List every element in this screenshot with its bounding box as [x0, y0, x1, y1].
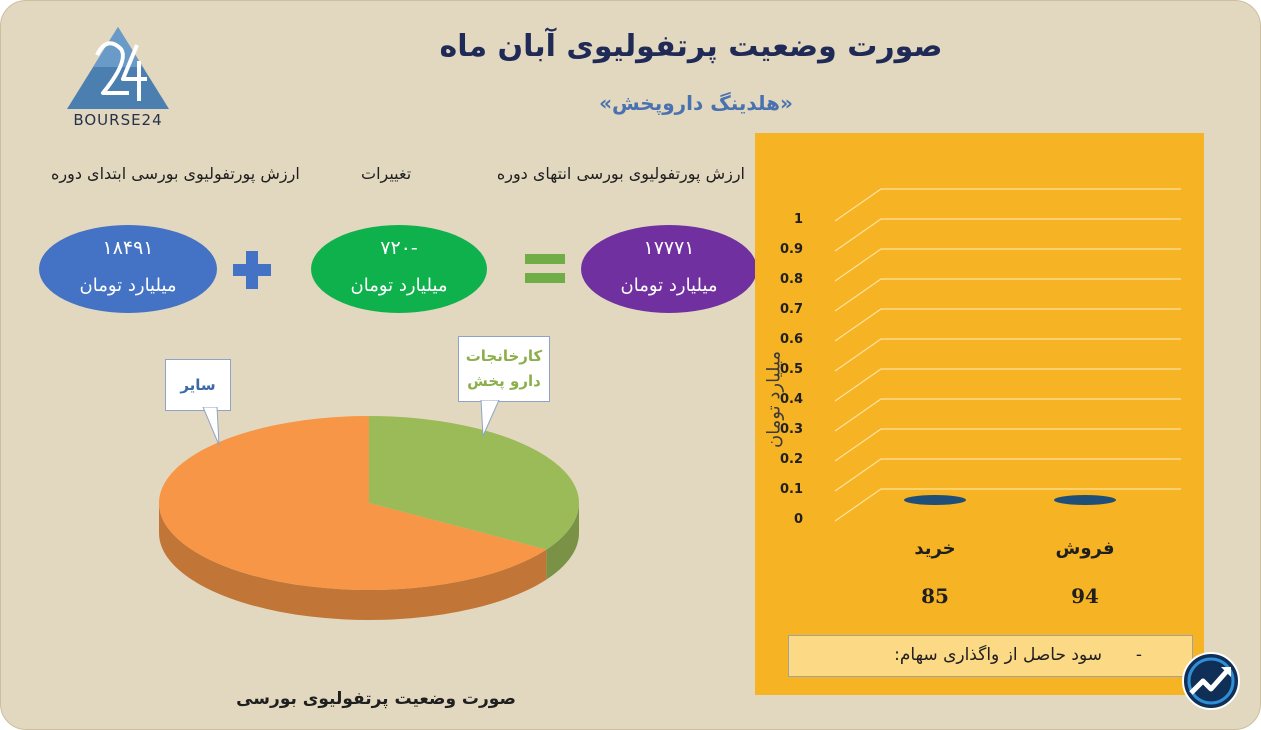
- bourse24-logo-icon: [67, 27, 169, 109]
- start-value-header: ارزش پورتفولیوی بورسی ابتدای دوره: [51, 164, 300, 183]
- end-value: ۱۷۷۷۱: [643, 237, 695, 259]
- page-title: صورت وضعیت پرتفولیوی آبان ماه: [439, 29, 943, 64]
- pie-label-daro-line1: کارخانجات: [465, 347, 543, 365]
- bar-gridline-2: [834, 428, 1181, 462]
- bar-top-0: [904, 495, 966, 505]
- bar-gridline-0: [834, 488, 1181, 522]
- bar-top-1: [1054, 495, 1116, 505]
- pie-label-other-pointer: [202, 407, 220, 446]
- pie-slice-1: [158, 416, 547, 590]
- profit-value: -: [1135, 645, 1142, 665]
- trend-arrow-badge-icon: [1182, 652, 1240, 710]
- bar-gridline-10: [834, 188, 1181, 222]
- bar-gridline-6: [834, 308, 1181, 342]
- pie-label-daro-line2: دارو پخش: [467, 372, 541, 390]
- bar-gridline-9: [834, 218, 1181, 252]
- page-subtitle: «هلدینگ داروپخش»: [599, 91, 793, 115]
- pie-slice-0: [369, 416, 579, 550]
- bar-gridline-8: [834, 248, 1181, 282]
- trade-bar-chart: [834, 188, 1181, 522]
- start-value-unit: میلیارد تومان: [79, 275, 177, 296]
- end-value-header: ارزش پورتفولیوی بورسی انتهای دوره: [496, 164, 745, 183]
- trade-chart-panel: [755, 133, 1204, 695]
- end-value-oval: ۱۷۷۷۱ میلیارد تومان: [581, 225, 757, 313]
- change-value-unit: میلیارد تومان: [350, 275, 448, 296]
- bar-gridline-1: [834, 458, 1181, 492]
- profit-box: سود حاصل از واگذاری سهام: -: [788, 635, 1193, 677]
- start-value: ۱۸۴۹۱: [102, 237, 154, 259]
- pie-label-other: سایر: [165, 359, 231, 411]
- bar-gridline-4: [834, 368, 1181, 402]
- logo-text: BOURSE24: [73, 111, 163, 129]
- pie-slice-side-1: [159, 503, 547, 620]
- pie-label-daro-pointer: [480, 400, 500, 437]
- pie-slice-side-0: [546, 503, 579, 580]
- bar-gridline-3: [834, 398, 1181, 432]
- bar-chart-ylabel: میلیارد تومان: [763, 350, 785, 449]
- start-value-oval: ۱۸۴۹۱ میلیارد تومان: [39, 225, 217, 313]
- change-header: تغییرات: [361, 164, 412, 183]
- end-value-unit: میلیارد تومان: [620, 275, 718, 296]
- bar-gridline-7: [834, 278, 1181, 312]
- pie-chart-title: صورت وضعیت پرتفولیوی بورسی: [236, 689, 516, 709]
- equals-sign: [525, 254, 565, 283]
- bar-gridline-5: [834, 338, 1181, 372]
- change-value: -۷۲۰: [380, 237, 418, 259]
- change-value-oval: -۷۲۰ میلیارد تومان: [311, 225, 487, 313]
- portfolio-pie-chart: [158, 416, 579, 620]
- pie-label-daro: کارخانجات دارو پخش: [458, 336, 550, 402]
- plus-sign: [233, 251, 271, 289]
- pie-label-other-text: سایر: [180, 376, 216, 394]
- profit-label: سود حاصل از واگذاری سهام:: [894, 645, 1102, 665]
